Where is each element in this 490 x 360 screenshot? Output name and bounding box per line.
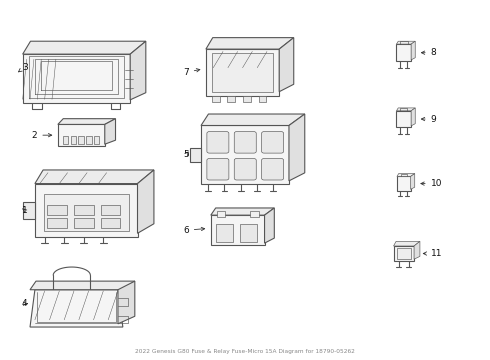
Bar <box>86 136 92 144</box>
Polygon shape <box>396 111 411 127</box>
Text: 11: 11 <box>423 249 442 258</box>
Polygon shape <box>211 215 265 245</box>
Polygon shape <box>265 208 274 243</box>
Polygon shape <box>201 126 289 184</box>
Polygon shape <box>58 119 116 125</box>
Polygon shape <box>393 241 420 246</box>
Bar <box>44 194 129 231</box>
Bar <box>101 219 121 228</box>
Polygon shape <box>118 281 135 324</box>
Polygon shape <box>206 38 294 49</box>
Polygon shape <box>279 38 294 92</box>
Text: 3: 3 <box>19 63 27 72</box>
Bar <box>216 225 233 242</box>
FancyBboxPatch shape <box>234 132 256 153</box>
Bar <box>47 219 67 228</box>
Polygon shape <box>105 119 116 144</box>
Polygon shape <box>35 170 154 184</box>
Polygon shape <box>211 208 274 215</box>
FancyBboxPatch shape <box>207 158 229 180</box>
Polygon shape <box>411 174 415 189</box>
Polygon shape <box>289 114 305 181</box>
Bar <box>78 136 84 144</box>
FancyBboxPatch shape <box>234 158 256 180</box>
Polygon shape <box>397 176 411 191</box>
Polygon shape <box>411 108 415 126</box>
Polygon shape <box>411 41 415 60</box>
Polygon shape <box>396 108 415 111</box>
Polygon shape <box>30 281 135 290</box>
Text: 7: 7 <box>183 68 200 77</box>
Polygon shape <box>201 114 305 126</box>
Text: 2022 Genesis G80 Fuse & Relay Fuse-Micro 15A Diagram for 18790-05262: 2022 Genesis G80 Fuse & Relay Fuse-Micro… <box>135 349 355 354</box>
Bar <box>63 136 68 144</box>
Text: 5: 5 <box>183 150 189 159</box>
Polygon shape <box>23 202 35 220</box>
Polygon shape <box>23 41 146 54</box>
Bar <box>227 96 235 102</box>
Polygon shape <box>393 246 414 261</box>
Polygon shape <box>130 41 146 100</box>
Polygon shape <box>190 148 201 162</box>
Polygon shape <box>397 174 415 176</box>
Polygon shape <box>414 241 420 259</box>
Bar <box>259 96 267 102</box>
FancyBboxPatch shape <box>262 132 284 153</box>
Polygon shape <box>396 44 411 61</box>
Polygon shape <box>206 49 279 96</box>
Text: 10: 10 <box>421 179 442 188</box>
FancyBboxPatch shape <box>262 158 284 180</box>
Polygon shape <box>250 211 259 217</box>
Text: 4: 4 <box>22 299 27 308</box>
Text: 9: 9 <box>421 114 437 123</box>
Text: 2: 2 <box>32 131 52 140</box>
Bar <box>212 96 220 102</box>
Bar <box>47 205 67 215</box>
Text: 6: 6 <box>183 226 205 235</box>
Bar <box>212 53 273 92</box>
Polygon shape <box>30 290 123 327</box>
Bar <box>74 219 94 228</box>
Polygon shape <box>138 170 154 233</box>
Polygon shape <box>35 184 138 237</box>
Text: 1: 1 <box>22 206 27 215</box>
Bar <box>101 205 121 215</box>
Polygon shape <box>217 211 225 217</box>
Bar <box>243 96 251 102</box>
Bar <box>94 136 99 144</box>
Polygon shape <box>58 125 105 146</box>
Text: 8: 8 <box>421 48 437 57</box>
FancyBboxPatch shape <box>207 132 229 153</box>
Bar <box>71 136 76 144</box>
Bar <box>397 248 411 258</box>
Polygon shape <box>23 54 130 103</box>
Bar <box>74 205 94 215</box>
Polygon shape <box>396 41 415 44</box>
Bar <box>240 225 257 242</box>
